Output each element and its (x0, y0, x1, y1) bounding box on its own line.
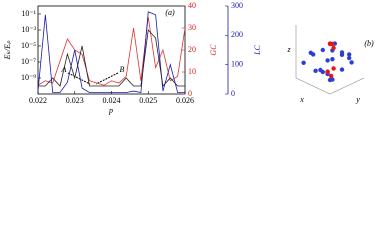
figure: (a) A B p Eₖ/Eₚ GC LC x y z (b) 0.022 0.0… (3, 1, 374, 115)
arrow (67, 72, 91, 85)
y3-tick-label: 300 (231, 1, 243, 10)
y-tick-label: 10⁻¹ (21, 9, 36, 18)
y2-tick-label: 10 (188, 67, 196, 76)
point (313, 68, 318, 74)
series-line (38, 29, 185, 87)
y3-tick-label: 0 (231, 89, 235, 98)
x-tick-label: 0.024 (103, 96, 121, 105)
y2-tick-label: 40 (188, 1, 196, 10)
y2-tick-label: 20 (188, 45, 196, 54)
point (330, 41, 335, 47)
point (349, 60, 354, 65)
point (329, 73, 334, 79)
point (347, 52, 352, 57)
point (320, 47, 325, 53)
x-axis-label: x (299, 95, 304, 104)
box-3d (295, 25, 365, 95)
point (311, 52, 316, 57)
panel-label: (b) (364, 39, 374, 48)
point (301, 60, 306, 65)
arrow (95, 72, 119, 85)
y-axis-label: y (355, 95, 360, 104)
point (318, 67, 323, 73)
point (347, 55, 352, 61)
y3-axis-label: LC (253, 44, 262, 55)
point (325, 58, 330, 63)
y3-tick-label: 200 (231, 30, 243, 39)
point (331, 45, 336, 51)
annotation: B (120, 65, 125, 74)
point (330, 57, 335, 62)
x-axis-label: p (108, 106, 113, 115)
y-tick-label: 10⁻⁹ (21, 73, 36, 82)
series-line (37, 11, 185, 94)
point (330, 77, 335, 82)
y-tick-label: 10⁻⁵ (21, 41, 36, 50)
z-axis-label: z (286, 45, 291, 54)
y-tick-label: 10⁻⁷ (21, 57, 36, 66)
x-tick-label: 0.026 (176, 96, 194, 105)
x-tick-label: 0.022 (29, 96, 47, 105)
x-tick-label: 0.025 (139, 96, 157, 105)
y2-tick-label: 0 (188, 89, 192, 98)
point (331, 66, 336, 71)
point (339, 67, 345, 72)
y-tick-label: 10⁻³ (21, 25, 36, 34)
panel-label: (a) (165, 8, 175, 17)
y3-tick-label: 100 (231, 59, 243, 68)
y-axis-label: Eₖ/Eₚ (3, 40, 12, 60)
y2-axis-label: GC (209, 44, 218, 56)
point (325, 69, 330, 74)
x-tick-label: 0.023 (66, 96, 84, 105)
point (339, 50, 345, 55)
y2-tick-label: 30 (188, 23, 196, 32)
series-line (37, 16, 186, 86)
